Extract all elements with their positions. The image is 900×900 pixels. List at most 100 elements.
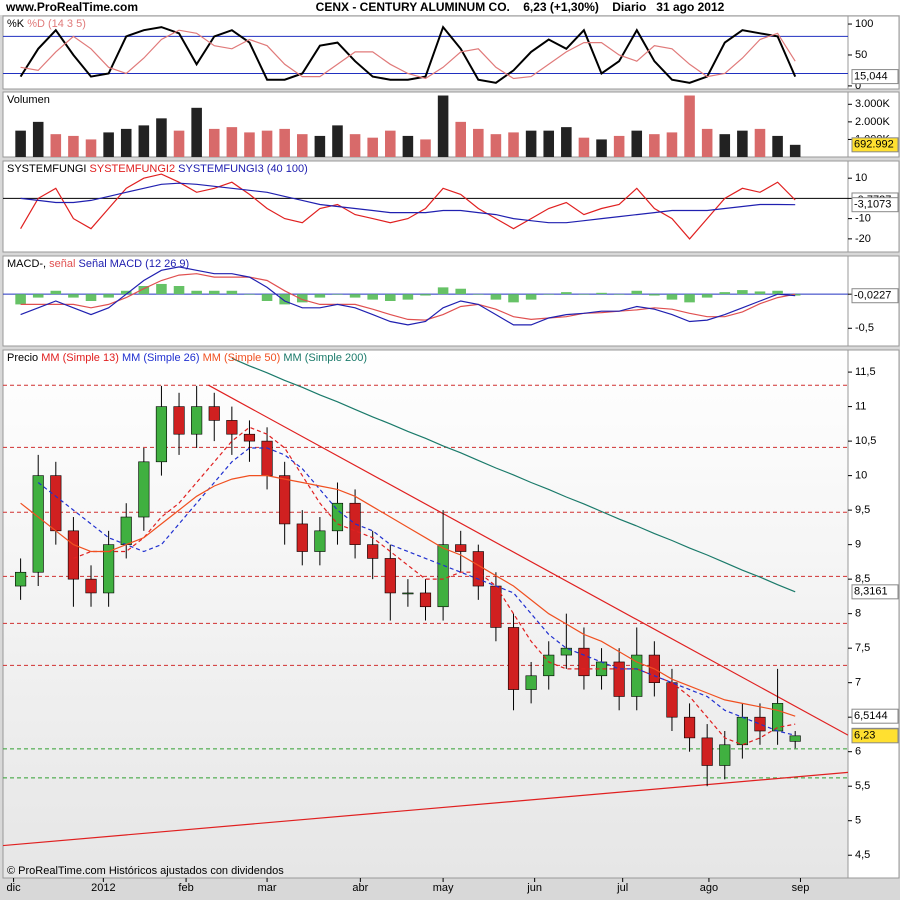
bar [367, 137, 378, 157]
plot [15, 95, 801, 157]
legend: MACD-, señal Señal MACD (12 26 9) [7, 258, 189, 270]
bar [525, 130, 537, 157]
bar [120, 128, 132, 157]
panel [2, 255, 849, 347]
candle-body [490, 585, 502, 628]
y-tick-label: -0,5 [855, 322, 874, 334]
legend-entry: MACD-, [7, 258, 46, 270]
legend: %K %D (14 3 5) [7, 18, 86, 30]
bar [138, 286, 150, 295]
bar [666, 294, 678, 300]
bar [561, 292, 572, 295]
y-tick-label: 3.000K [855, 98, 891, 110]
bar [508, 132, 519, 157]
bar [455, 288, 466, 295]
value-tag-label: 692.992 [854, 139, 894, 151]
y-tick-label: 9 [855, 539, 861, 551]
x-tick-label: 2012 [91, 882, 115, 894]
bar [649, 134, 660, 157]
y-tick-label: -20 [855, 233, 871, 245]
series-line [20, 273, 796, 321]
bar [754, 291, 766, 295]
y-tick-label: 5 [855, 815, 861, 827]
bar [596, 292, 607, 295]
candle-body [666, 682, 678, 718]
legend-entry: SYSTEMFUNGI [7, 163, 86, 175]
bar [543, 294, 555, 295]
bar [684, 95, 695, 157]
bar [754, 128, 766, 157]
x-tick-label: jun [526, 882, 542, 894]
bar [490, 294, 502, 300]
candle-body [155, 406, 168, 463]
y-tick-label: 7 [855, 677, 861, 689]
candle-body [419, 592, 432, 608]
y-tick-label: 10,5 [855, 435, 876, 447]
bar [613, 135, 625, 157]
legend: Volumen [7, 94, 50, 106]
bar [385, 294, 396, 301]
series-line [20, 266, 796, 326]
bar [385, 130, 396, 157]
series-line [19, 25, 797, 84]
bar [173, 130, 185, 157]
y-tick-label: 0 [855, 80, 861, 92]
x-tick-label: sep [792, 882, 810, 894]
x-tick-label: may [433, 882, 454, 894]
legend: Precio MM (Simple 13) MM (Simple 26) MM … [7, 352, 367, 364]
bar [261, 294, 273, 301]
value-tag [851, 288, 899, 304]
axis-panel [847, 349, 900, 879]
candle-body [754, 716, 766, 732]
y-tick-label: 50 [855, 49, 867, 61]
candle-body [120, 516, 132, 545]
x-tick-label: ago [700, 882, 718, 894]
bar [279, 128, 290, 157]
legend-entry: MM (Simple 50) [203, 352, 281, 364]
y-tick-label: 7,5 [855, 642, 870, 654]
value-tag-label: 8,3161 [854, 586, 888, 598]
candle-body [67, 530, 79, 580]
value-tag [851, 708, 899, 724]
candle-body [331, 502, 344, 532]
bar [138, 125, 150, 157]
candle-body [701, 737, 713, 766]
trend-line [208, 384, 848, 736]
bar [349, 294, 361, 298]
candle-body [402, 592, 414, 595]
candle-body [32, 475, 44, 573]
bar [279, 294, 290, 305]
bar [402, 135, 414, 157]
bar [789, 144, 801, 157]
bar [191, 290, 202, 295]
bar [596, 139, 607, 157]
bar [772, 290, 783, 295]
value-tag [851, 728, 899, 744]
bar [208, 128, 220, 157]
candle-body [367, 544, 379, 559]
candle-body [191, 406, 203, 435]
bar [314, 294, 326, 298]
candle-body [507, 627, 520, 690]
legend-entry: %D (14 3 5) [27, 18, 86, 30]
bar [561, 127, 572, 157]
bar [50, 134, 62, 157]
legend-entry: MM (Simple 200) [283, 352, 367, 364]
bar [437, 287, 449, 295]
bar [85, 139, 97, 157]
legend-entry: %K [7, 18, 25, 30]
bar [789, 294, 801, 296]
series-line [20, 475, 796, 717]
series-line [20, 182, 796, 224]
bar [191, 107, 202, 157]
legend-entry: Señal MACD (12 26 9) [79, 258, 190, 270]
bar [296, 294, 308, 303]
bar [15, 130, 26, 157]
value-tag-label: 6,5144 [854, 710, 888, 722]
y-tick-label: 11,5 [855, 366, 876, 378]
candle-body [85, 578, 97, 594]
plot [3, 173, 848, 240]
site-name[interactable]: www.ProRealTime.com [5, 0, 138, 14]
bar [244, 132, 255, 157]
